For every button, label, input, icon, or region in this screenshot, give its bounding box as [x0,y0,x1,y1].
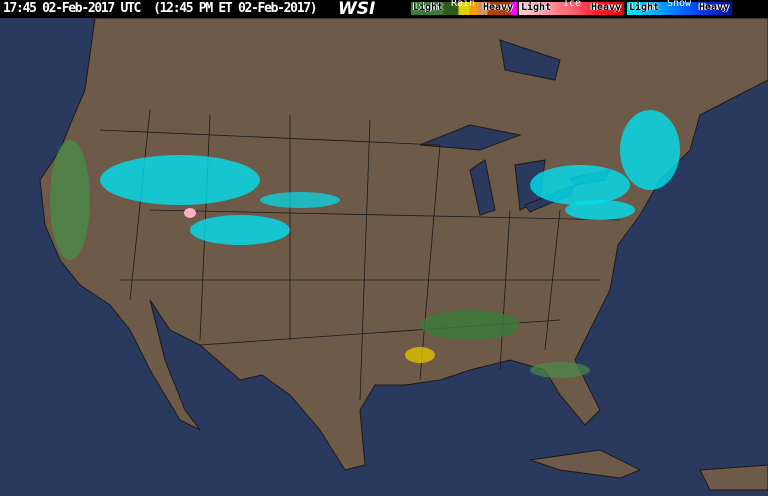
legend-snow-light: Light [629,2,660,13]
ice-utah [184,208,196,218]
legend-rain-title: Rain [451,0,476,9]
legend-snow-heavy: Heavy [699,2,730,13]
lake-michigan [469,159,496,216]
cuba [529,449,642,479]
rain-southeast [420,310,520,340]
legend-ice: Light Ice Heavy [519,0,624,15]
legend-ice-light: Light [521,2,552,13]
legend-snow-title: Snow [667,0,692,9]
radar-map[interactable] [0,18,768,496]
hispaniola [699,464,768,491]
snow-pennsylvania [565,200,635,220]
snow-new-england [620,110,680,190]
snow-great-lakes [530,165,630,205]
land [39,18,768,491]
legend-rain-light: Light [413,2,444,13]
precipitation [50,110,680,378]
north-america [39,18,768,471]
rain-west-coast [50,140,90,260]
legend-ice-title: Ice [563,0,582,9]
hudson-bay-edge [499,39,561,81]
legend-ice-heavy: Heavy [591,2,622,13]
rain-louisiana [405,347,435,363]
legend-rain-heavy: Heavy [483,2,514,13]
rain-florida [530,362,590,378]
header-bar: 17:45 02-Feb-2017 UTC (12:45 PM ET 02-Fe… [0,0,768,19]
snow-colorado [190,215,290,245]
wsi-logo: WSI [338,0,376,19]
snow-west [100,155,260,205]
state-borders [99,109,621,401]
timestamp: 17:45 02-Feb-2017 UTC (12:45 PM ET 02-Fe… [3,1,318,16]
snow-plains [260,192,340,208]
legend-snow: Light Snow Heavy [627,0,732,15]
lake-superior [419,124,522,151]
legend-rain: Light Rain Heavy [411,0,517,15]
